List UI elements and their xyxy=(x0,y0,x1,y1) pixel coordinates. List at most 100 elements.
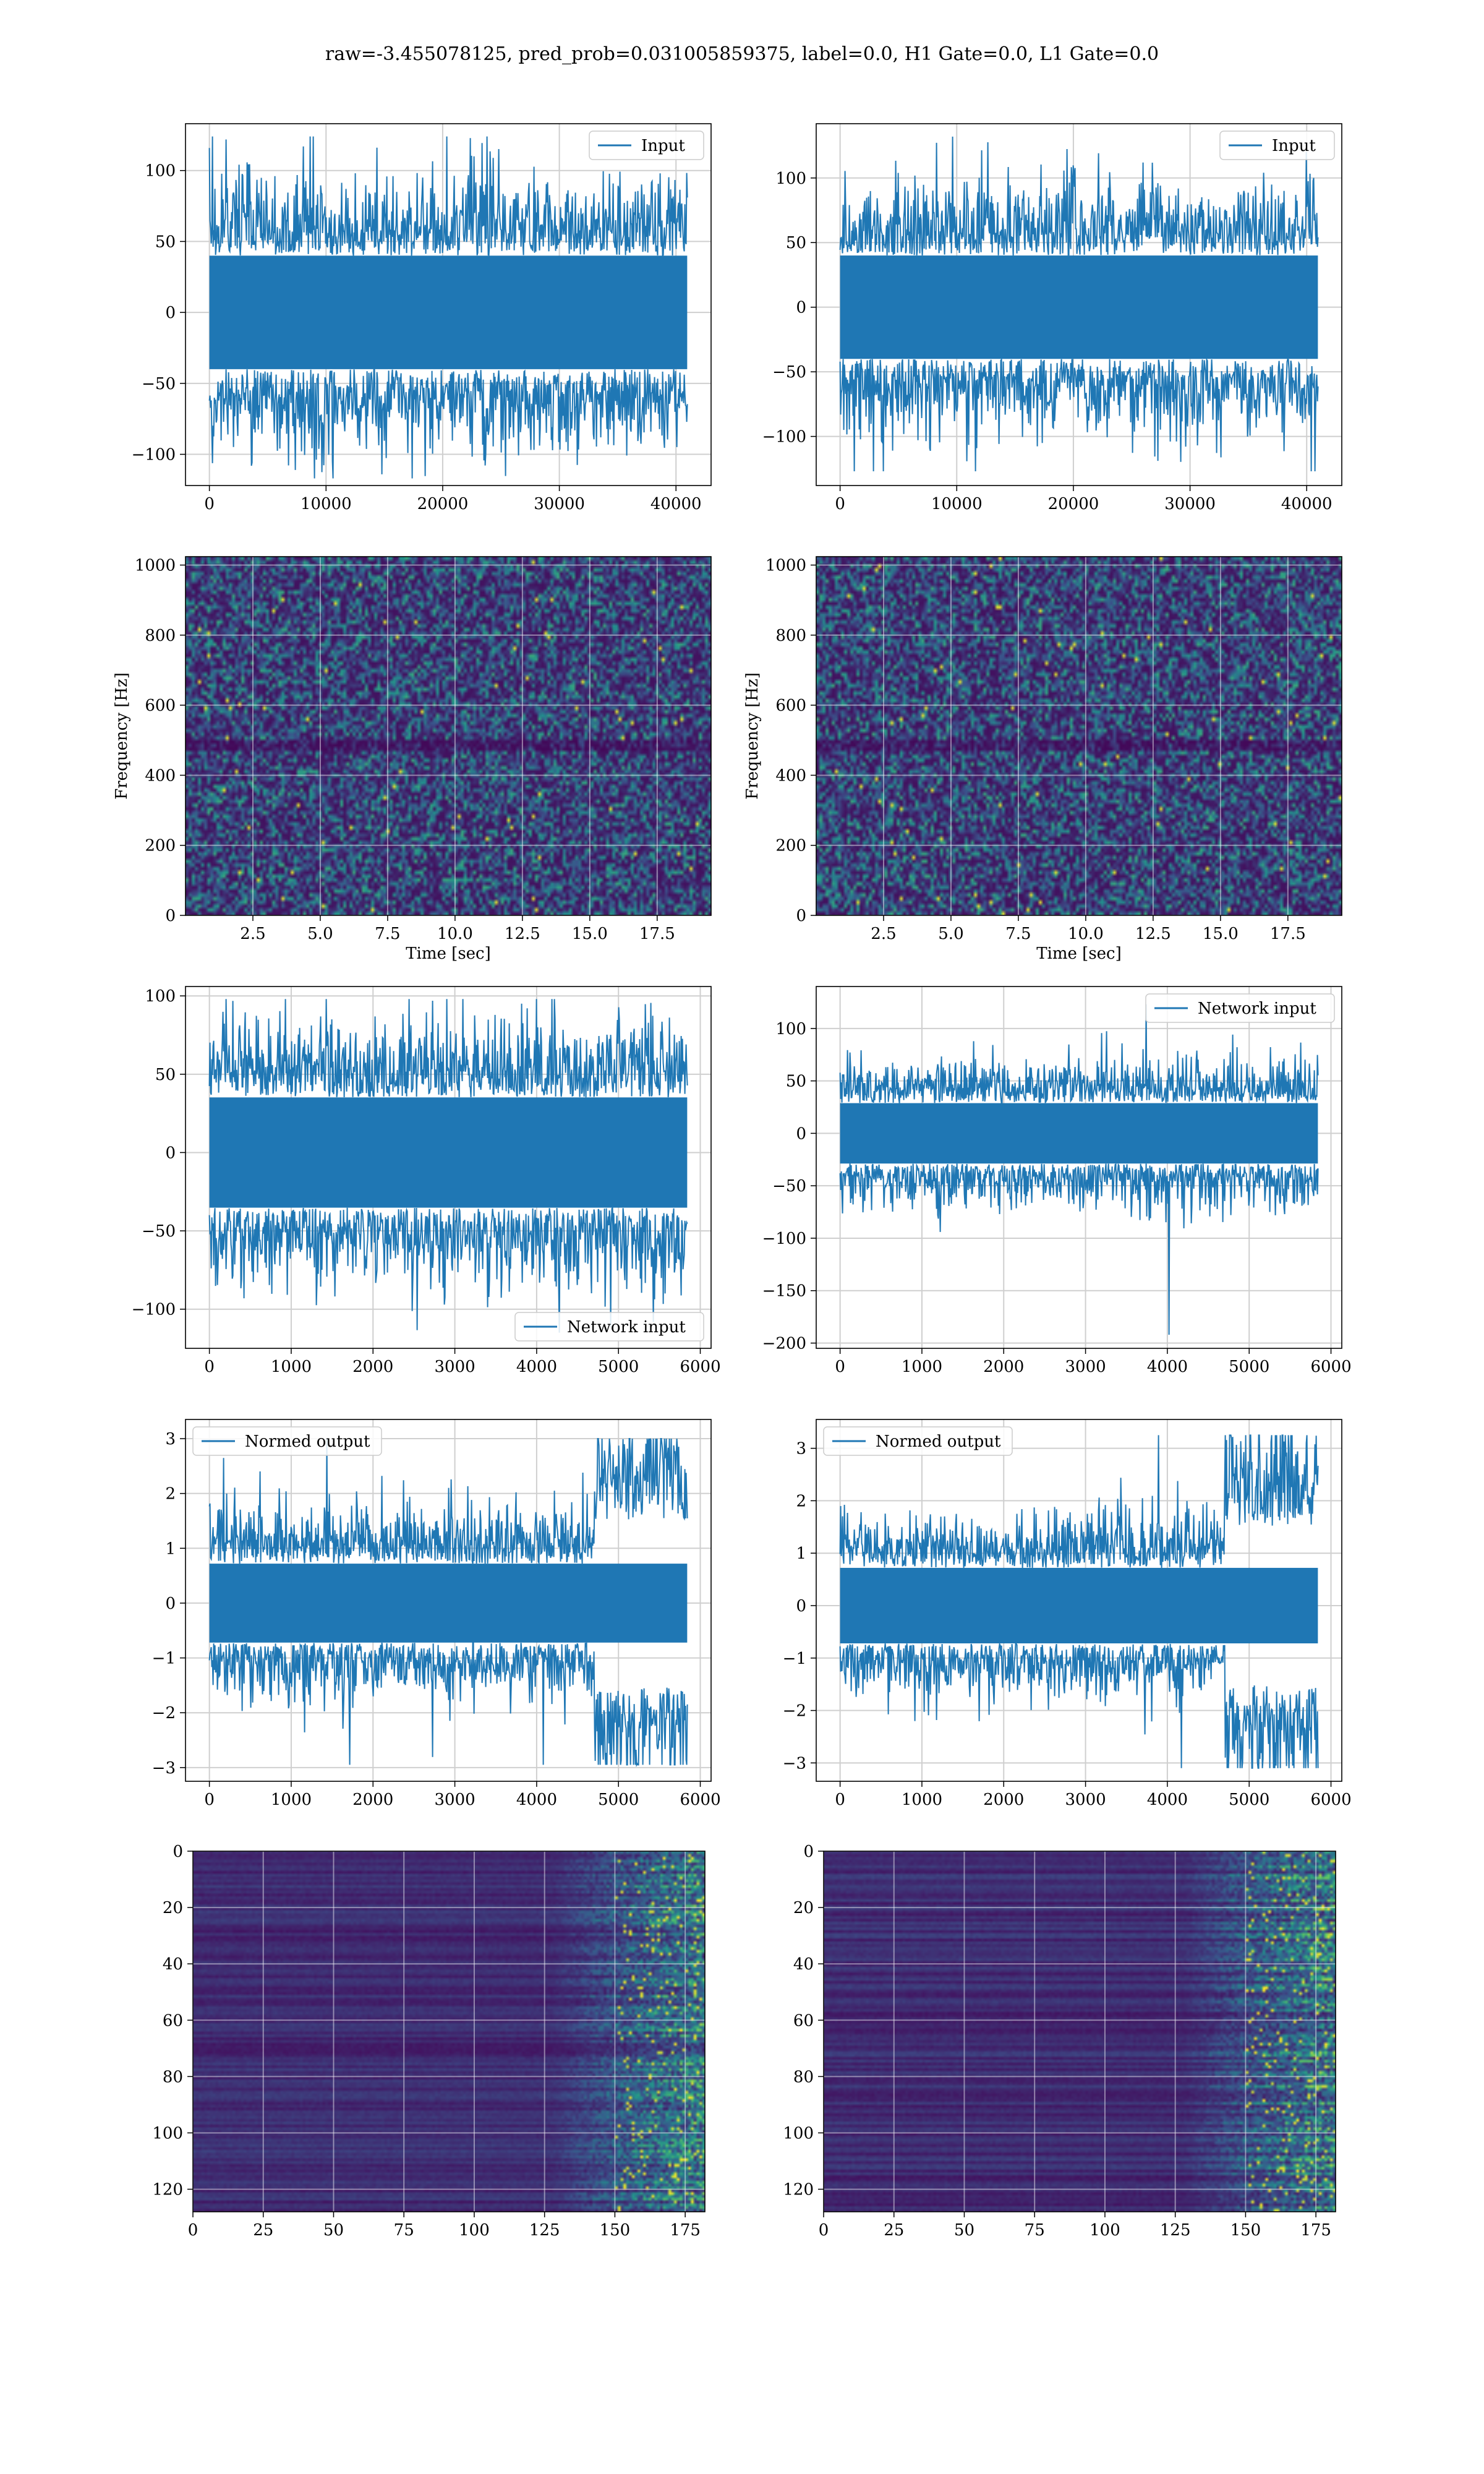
legend-label: Input xyxy=(641,137,685,155)
series-band xyxy=(840,1103,1318,1164)
figure-title: raw=-3.455078125, pred_prob=0.0310058593… xyxy=(325,43,1159,65)
x-tick-label: 3000 xyxy=(434,1358,475,1376)
y-tick-label: 50 xyxy=(155,233,176,251)
x-tick-label: 3000 xyxy=(434,1791,475,1809)
x-tick-label: 4000 xyxy=(516,1791,557,1809)
x-tick-label: 6000 xyxy=(1310,1791,1351,1809)
x-tick-label: 30000 xyxy=(534,495,585,513)
y-tick-label: −100 xyxy=(132,1301,176,1319)
y-tick-label: 1000 xyxy=(135,557,176,575)
chart-l1-input: 0 10000 20000 30000 40000 −100 −50 0 50 100 Input xyxy=(762,123,1342,513)
y-tick-label: 0 xyxy=(165,1594,176,1613)
legend-box xyxy=(589,131,704,160)
x-tick-label: 2.5 xyxy=(240,925,265,943)
x-tick-label: 2000 xyxy=(352,1791,393,1809)
plot-area xyxy=(208,136,688,479)
y-tick-label: 1000 xyxy=(765,557,806,575)
axes-frame xyxy=(816,556,1342,916)
axes-frame xyxy=(185,986,712,1349)
y-tick-label: 100 xyxy=(145,162,176,181)
y-tick-label: −3 xyxy=(783,1754,806,1773)
x-tick-label: 1000 xyxy=(902,1358,942,1376)
x-tick-label: 50 xyxy=(954,2221,974,2240)
x-tick-label: 6000 xyxy=(1310,1358,1351,1376)
axes-frame xyxy=(185,1419,712,1782)
x-tick-label: 125 xyxy=(1160,2221,1191,2240)
heatmap-image xyxy=(816,557,1342,915)
y-tick-label: −2 xyxy=(152,1704,176,1723)
x-tick-label: 5.0 xyxy=(307,925,333,943)
plot-area xyxy=(839,136,1319,472)
y-tick-label: 600 xyxy=(775,696,806,715)
x-tick-label: 12.5 xyxy=(505,925,540,943)
chart-l1-feature-map: 0 25 50 75 100 125 150 175 0 20 40 60 80 100 120 xyxy=(783,1843,1336,2240)
plot-area xyxy=(208,999,688,1333)
y-axis-label: Frequency [Hz] xyxy=(743,672,762,800)
legend: Input xyxy=(1219,131,1335,160)
axes-frame xyxy=(816,123,1342,486)
y-tick-label: 40 xyxy=(793,1955,814,1974)
y-axis-label: Frequency [Hz] xyxy=(113,672,131,800)
series-band xyxy=(840,1567,1318,1644)
x-tick-label: 17.5 xyxy=(639,925,675,943)
axes-frame xyxy=(185,556,712,916)
x-tick-label: 25 xyxy=(253,2221,273,2240)
chart-h1-network-input: 0 1000 2000 3000 4000 5000 6000 −100 −50 0 50 100 Ne… xyxy=(132,986,721,1376)
y-tick-label: 0 xyxy=(796,299,806,317)
y-tick-label: −50 xyxy=(772,1177,806,1196)
y-tick-label: 0 xyxy=(165,304,176,322)
series-line-input xyxy=(208,136,688,479)
x-tick-label: 0 xyxy=(204,1791,215,1809)
y-tick-label: 1 xyxy=(796,1544,806,1563)
x-tick-label: 3000 xyxy=(1065,1791,1106,1809)
chart-h1-feature-map: 0 25 50 75 100 125 150 175 0 20 40 60 80 100 120 xyxy=(152,1843,706,2240)
legend-box xyxy=(823,1426,1013,1456)
x-tick-label: 30000 xyxy=(1164,495,1216,513)
axes-frame xyxy=(816,1419,1342,1782)
heatmap-image xyxy=(193,1851,705,2212)
y-tick-label: 400 xyxy=(775,766,806,785)
x-tick-label: 2.5 xyxy=(871,925,896,943)
y-tick-label: −1 xyxy=(783,1650,806,1668)
x-tick-label: 175 xyxy=(1300,2221,1331,2240)
x-tick-label: 20000 xyxy=(417,495,469,513)
legend: Normed output xyxy=(823,1426,1013,1456)
series-line-network-input xyxy=(839,1004,1319,1335)
y-tick-label: 1 xyxy=(165,1539,176,1558)
y-tick-label: −50 xyxy=(142,375,176,393)
y-tick-label: 100 xyxy=(145,987,176,1006)
chart-l1-normed-output: 0 1000 2000 3000 4000 5000 6000 −3 −2 −1 0 1 2 3 Norme… xyxy=(783,1419,1352,1809)
y-tick-label: 3 xyxy=(165,1430,176,1449)
y-tick-label: 800 xyxy=(775,627,806,645)
legend-box xyxy=(514,1312,704,1342)
x-tick-label: 6000 xyxy=(680,1358,720,1376)
y-tick-label: 3 xyxy=(796,1440,806,1458)
y-tick-label: 50 xyxy=(786,1072,806,1091)
series-band xyxy=(209,1097,688,1208)
x-tick-label: 40000 xyxy=(650,495,702,513)
y-tick-label: 0 xyxy=(165,907,176,925)
series-line-normed-output xyxy=(839,1434,1319,1769)
legend-box xyxy=(192,1426,382,1456)
y-tick-label: 100 xyxy=(152,2124,183,2142)
x-tick-label: 10.0 xyxy=(1068,925,1104,943)
x-tick-label: 2000 xyxy=(352,1358,393,1376)
x-tick-label: 125 xyxy=(529,2221,560,2240)
x-tick-label: 0 xyxy=(835,495,845,513)
y-tick-label: 0 xyxy=(796,1124,806,1143)
y-tick-label: −100 xyxy=(762,428,806,447)
legend: Network input xyxy=(514,1312,704,1342)
x-axis-label: Time [sec] xyxy=(1036,944,1122,963)
heatmap-image xyxy=(186,557,711,915)
x-tick-label: 2000 xyxy=(983,1358,1024,1376)
x-tick-label: 10000 xyxy=(931,495,983,513)
series-line-normed-output xyxy=(208,1438,688,1768)
heatmap-image xyxy=(824,1851,1336,2212)
y-tick-label: 60 xyxy=(163,2011,183,2030)
series-line-network-input xyxy=(208,999,688,1333)
y-tick-label: −2 xyxy=(783,1702,806,1721)
y-tick-label: 600 xyxy=(145,696,176,715)
x-tick-label: 0 xyxy=(188,2221,198,2240)
y-tick-label: 0 xyxy=(803,1843,814,1861)
y-tick-label: 50 xyxy=(786,234,806,252)
